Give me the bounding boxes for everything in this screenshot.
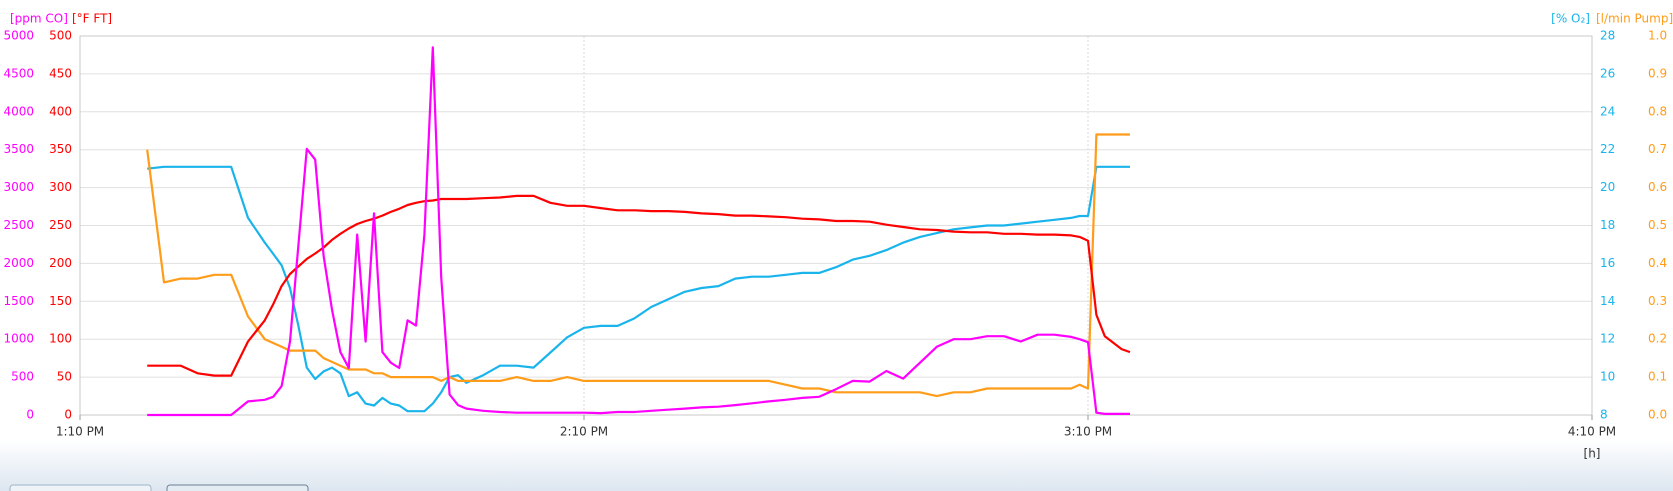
y-tick-label: 100 xyxy=(49,332,72,346)
x-tick-label: 1:10 PM xyxy=(56,425,104,439)
y-tick-label: 24 xyxy=(1600,104,1615,118)
y-tick-label: 500 xyxy=(49,29,72,43)
y-tick-label: 150 xyxy=(49,294,72,308)
button[interactable] xyxy=(166,484,309,491)
y-tick-label: 500 xyxy=(11,370,34,384)
plot-frame xyxy=(79,35,1593,416)
y-tick-label: 0.1 xyxy=(1648,370,1667,384)
y-tick-label: 350 xyxy=(49,142,72,156)
y-tick-label: 2500 xyxy=(3,218,34,232)
y-tick-label: 0.9 xyxy=(1648,66,1667,80)
y-tick-label: 2000 xyxy=(3,256,34,270)
series-line xyxy=(147,194,1131,377)
y-tick-label: 0.2 xyxy=(1648,332,1667,346)
series-line xyxy=(147,165,1130,413)
y-tick-label: 3500 xyxy=(3,142,34,156)
x-tick-label: 3:10 PM xyxy=(1064,425,1112,439)
y-tick-label: 0 xyxy=(64,408,72,422)
y-tick-label: 0.7 xyxy=(1648,142,1667,156)
y-tick-label: 400 xyxy=(49,104,72,118)
y-tick-label: 0.6 xyxy=(1648,180,1667,194)
y-tick-label: 5000 xyxy=(3,29,34,43)
axis-title: [% O₂] xyxy=(1551,12,1590,26)
y-tick-label: 16 xyxy=(1600,256,1615,270)
x-tick-label: 4:10 PM xyxy=(1568,425,1616,439)
y-tick-label: 0.0 xyxy=(1648,408,1667,422)
y-tick-label: 1500 xyxy=(3,294,34,308)
grid xyxy=(79,36,1593,415)
y-tick-label: 4500 xyxy=(3,66,34,80)
plot xyxy=(146,46,1131,417)
series-line xyxy=(146,133,1130,398)
y-tick-label: 0.8 xyxy=(1648,104,1667,118)
y-tick-label: 12 xyxy=(1600,332,1615,346)
axis-title: [ppm CO] xyxy=(10,12,68,26)
axis-title: [°F FT] xyxy=(72,12,112,26)
series-line xyxy=(147,46,1130,417)
y-tick-label: 28 xyxy=(1600,29,1615,43)
y-tick-label: 10 xyxy=(1600,370,1615,384)
button[interactable] xyxy=(9,484,152,491)
y-tick-label: 0.3 xyxy=(1648,294,1667,308)
y-tick-label: 22 xyxy=(1600,142,1615,156)
axis-title: [l/min Pump] xyxy=(1596,12,1673,26)
y-tick-label: 1000 xyxy=(3,332,34,346)
y-tick-label: 8 xyxy=(1600,408,1608,422)
y-tick-label: 26 xyxy=(1600,66,1615,80)
footer-background xyxy=(0,440,1673,491)
y-tick-label: 0.5 xyxy=(1648,218,1667,232)
y-tick-label: 200 xyxy=(49,256,72,270)
y-tick-label: 1.0 xyxy=(1648,29,1667,43)
y-tick-label: 50 xyxy=(57,370,72,384)
y-tick-label: 20 xyxy=(1600,180,1615,194)
x-axis-label: [h] xyxy=(1584,447,1601,461)
y-tick-label: 300 xyxy=(49,180,72,194)
y-tick-label: 18 xyxy=(1600,218,1615,232)
y-tick-label: 250 xyxy=(49,218,72,232)
y-tick-label: 0.4 xyxy=(1648,256,1667,270)
y-tick-label: 450 xyxy=(49,66,72,80)
y-tick-label: 0 xyxy=(26,408,34,422)
x-tick-label: 2:10 PM xyxy=(560,425,608,439)
y-tick-label: 4000 xyxy=(3,104,34,118)
y-tick-label: 3000 xyxy=(3,180,34,194)
y-tick-label: 14 xyxy=(1600,294,1615,308)
